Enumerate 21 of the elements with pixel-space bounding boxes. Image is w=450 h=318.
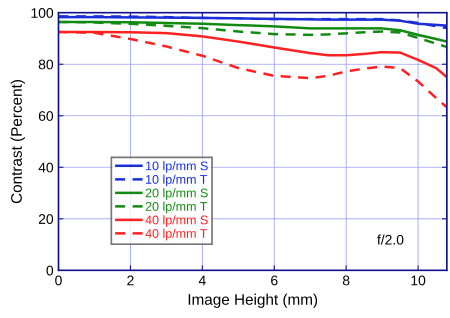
legend-label: 10 lp/mm S — [146, 161, 208, 173]
y-tick-label: 20 — [38, 214, 54, 224]
x-axis-title: Image Height (mm) — [188, 294, 318, 308]
annotation: f/2.0 — [377, 234, 404, 245]
legend-label: 20 lp/mm T — [146, 202, 208, 214]
y-axis-title: Contrast (Percent) — [10, 80, 25, 204]
y-tick-label: 80 — [38, 60, 54, 70]
x-tick-label: 6 — [271, 276, 278, 286]
x-tick-label: 0 — [55, 276, 62, 286]
legend-label: 10 lp/mm T — [146, 174, 208, 186]
y-tick-label: 0 — [46, 266, 54, 276]
x-tick-label: 10 — [411, 276, 426, 286]
legend-label: 40 lp/mm T — [145, 228, 208, 240]
x-tick-label: 4 — [198, 276, 206, 286]
legend-label: 20 lp/mm S — [146, 188, 208, 200]
x-tick-label: 2 — [127, 276, 134, 286]
y-tick-label: 60 — [38, 111, 54, 121]
x-tick-label: 8 — [342, 276, 350, 286]
y-tick-label: 40 — [38, 162, 54, 172]
legend-label: 40 lp/mm S — [145, 215, 208, 227]
y-tick-label: 100 — [32, 8, 54, 18]
